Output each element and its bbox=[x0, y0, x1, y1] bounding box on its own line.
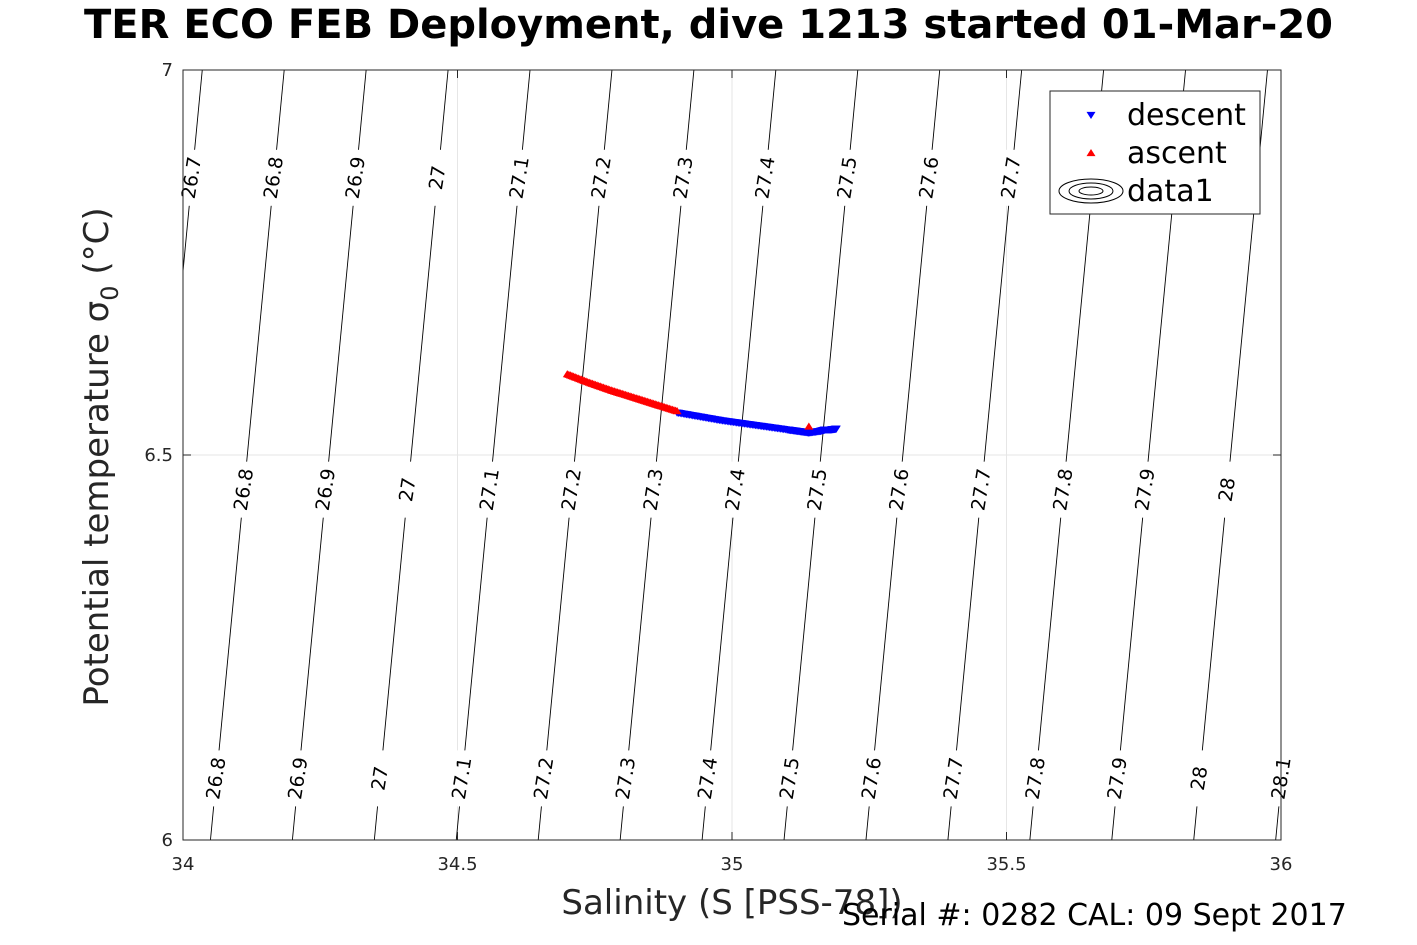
legend-label: data1 bbox=[1127, 174, 1214, 209]
contour-label-bg bbox=[558, 461, 585, 518]
contour-label: 27 bbox=[425, 164, 451, 191]
contour-label-bg bbox=[1186, 750, 1213, 807]
y-tick-label: 7 bbox=[162, 60, 173, 81]
y-tick-label: 6 bbox=[162, 830, 173, 851]
contour-label-bg bbox=[1050, 461, 1077, 518]
y-tick-label: 6.5 bbox=[144, 445, 173, 466]
legend-label: ascent bbox=[1127, 136, 1227, 171]
contour-label: 27 bbox=[395, 476, 421, 503]
x-tick-label: 34.5 bbox=[437, 854, 477, 875]
contour-label-bg bbox=[588, 149, 615, 206]
contour-label: 28 bbox=[1215, 476, 1241, 503]
contour-label-bg bbox=[834, 149, 861, 206]
legend-ascent-icon bbox=[1086, 148, 1096, 157]
contour-label-bg bbox=[424, 149, 451, 206]
contour-label-bg bbox=[968, 461, 995, 518]
contour-label-bg bbox=[203, 750, 230, 807]
contour-label-bg bbox=[640, 461, 667, 518]
legend-contour-icon bbox=[1058, 178, 1124, 204]
contour-label-bg bbox=[394, 461, 421, 518]
contour-label-bg bbox=[776, 750, 803, 807]
contour-label-bg bbox=[694, 750, 721, 807]
contour-label-bg bbox=[858, 750, 885, 807]
ascent-marker bbox=[804, 422, 814, 430]
descent-marker bbox=[831, 425, 841, 433]
contour-label-bg bbox=[449, 750, 476, 807]
contour-label-bg bbox=[231, 461, 258, 518]
x-tick-label: 35.5 bbox=[986, 854, 1026, 875]
contour-label-bg bbox=[1132, 461, 1159, 518]
contour-label-bg bbox=[998, 149, 1025, 206]
contour-label-bg bbox=[312, 461, 339, 518]
contour-label-bg bbox=[1104, 750, 1131, 807]
serial-cal-footer: Serial #: 0282 CAL: 09 Sept 2017 bbox=[842, 898, 1347, 933]
contour-label-bg bbox=[722, 461, 749, 518]
contour-label-bg bbox=[670, 149, 697, 206]
contour-label-bg bbox=[804, 461, 831, 518]
contour-label-bg bbox=[1214, 461, 1241, 518]
contour-label-bg bbox=[1022, 750, 1049, 807]
contour-label-bg bbox=[367, 750, 394, 807]
contour-label-bg bbox=[940, 750, 967, 807]
contour-label-bg bbox=[531, 750, 558, 807]
legend-box bbox=[1049, 90, 1261, 215]
legend-label: descent bbox=[1127, 98, 1246, 133]
x-axis-label: Salinity (S [PSS-78]) bbox=[561, 883, 902, 923]
y-axis-label: Potential temperature σ0 (°C) bbox=[77, 207, 124, 706]
contour-label-bg bbox=[506, 149, 533, 206]
legend-contour-icon bbox=[1078, 186, 1104, 196]
contour-label: 27 bbox=[367, 765, 393, 792]
contour-label-bg bbox=[476, 461, 503, 518]
contour-label-bg bbox=[260, 149, 287, 206]
contour-label-bg bbox=[1268, 750, 1295, 807]
x-tick-label: 35 bbox=[721, 854, 744, 875]
contour-label-bg bbox=[916, 149, 943, 206]
x-tick-label: 36 bbox=[1270, 854, 1293, 875]
data-points bbox=[562, 370, 841, 437]
contour-label: 28 bbox=[1187, 765, 1213, 792]
contour-label-bg bbox=[285, 750, 312, 807]
contour-label-bg bbox=[342, 149, 369, 206]
chart-title: TER ECO FEB Deployment, dive 1213 starte… bbox=[83, 2, 1333, 48]
ascent-marker bbox=[672, 407, 682, 415]
x-tick-label: 34 bbox=[172, 854, 195, 875]
contour-label-bg bbox=[613, 750, 640, 807]
legend-descent-icon bbox=[1086, 111, 1096, 120]
contour-label-bg bbox=[886, 461, 913, 518]
contour-label-bg bbox=[752, 149, 779, 206]
legend-contour-icon bbox=[1068, 182, 1114, 200]
axes: 34 34.5 35 35.5 36 6 6.5 7 Salinity (S [PSS-78])… bbox=[77, 60, 1292, 923]
